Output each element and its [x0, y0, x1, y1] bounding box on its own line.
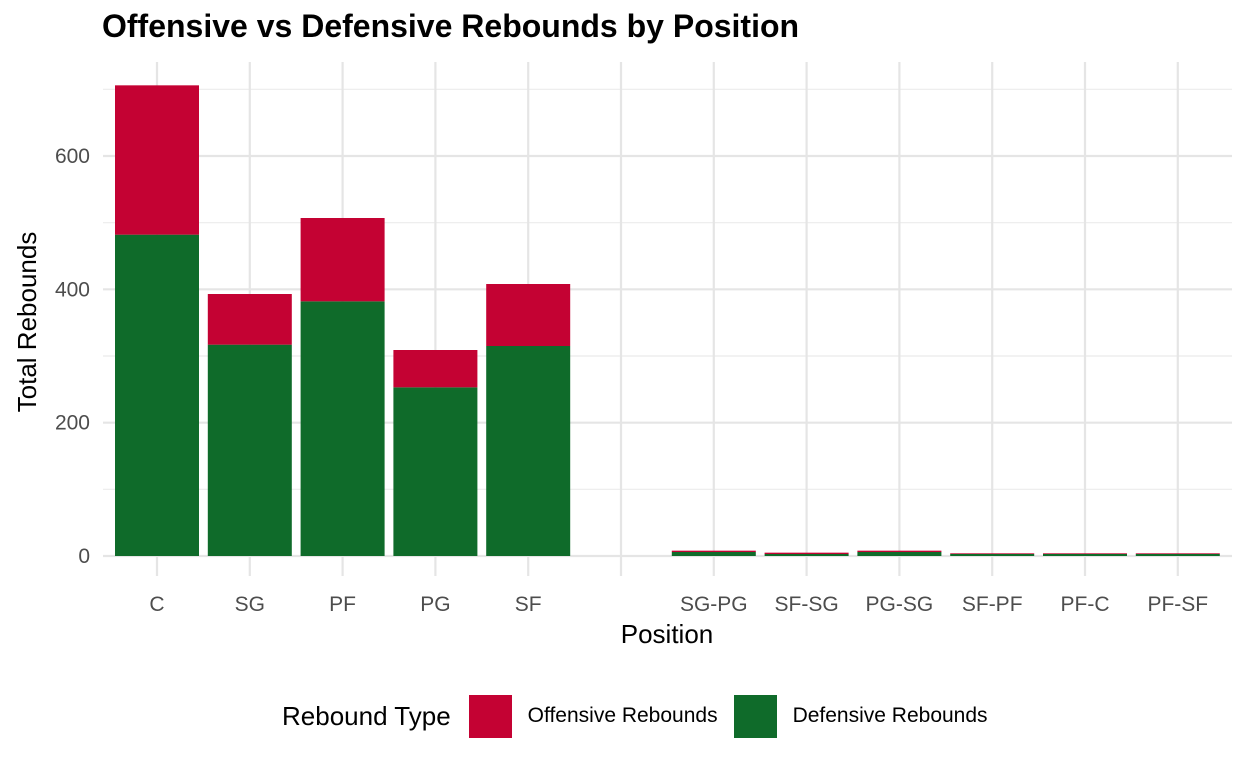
- legend-title: Rebound Type: [282, 700, 451, 731]
- bar-offensive: [1043, 553, 1127, 554]
- legend-key-defensive: [733, 694, 777, 738]
- legend-label-offensive: Offensive Rebounds: [527, 704, 718, 727]
- bar-offensive: [671, 550, 756, 552]
- bar-offensive: [300, 218, 385, 302]
- bar-offensive: [393, 350, 478, 388]
- bar-defensive: [1043, 554, 1127, 556]
- bar-offensive: [950, 553, 1035, 554]
- y-tick-label: 200: [55, 412, 90, 435]
- y-axis-ticks: 0 200 400 600: [55, 145, 90, 568]
- x-tick-label: PF-SF: [1147, 593, 1208, 616]
- bar-defensive: [300, 301, 385, 556]
- x-tick-label: SG-PG: [680, 593, 748, 616]
- x-axis-title: Position: [621, 619, 714, 649]
- bar-offensive: [1135, 553, 1220, 554]
- x-tick-label: SG: [235, 593, 265, 616]
- x-tick-label: PF-C: [1061, 593, 1110, 616]
- bars: [115, 85, 1220, 556]
- bar-defensive: [857, 552, 942, 556]
- bar-offensive: [207, 294, 292, 345]
- x-tick-label: SF-SG: [775, 593, 839, 616]
- bar-defensive: [1135, 554, 1220, 556]
- chart-title: Offensive vs Defensive Rebounds by Posit…: [102, 8, 800, 44]
- x-tick-label: C: [149, 593, 164, 616]
- legend-key-offensive: [468, 694, 512, 738]
- bar-offensive: [115, 85, 199, 235]
- x-tick-label: SF-PF: [962, 593, 1023, 616]
- bar-offensive: [486, 284, 571, 346]
- bar-defensive: [671, 552, 756, 556]
- bar-offensive: [857, 550, 942, 552]
- bar-defensive: [950, 554, 1035, 556]
- x-tick-label: SF: [515, 593, 542, 616]
- y-tick-label: 400: [55, 278, 90, 301]
- x-axis-ticks: C SG PF PG SF SG-PG SF-SG PG-SG SF-PF PF-C PF-SF: [149, 593, 1208, 616]
- bar-offensive: [764, 552, 849, 554]
- bar-defensive: [486, 346, 571, 556]
- y-tick-label: 600: [55, 145, 90, 168]
- bar-defensive: [207, 344, 292, 556]
- chart-plot: 0 200 400 600 C SG PF PG SF SG-PG SF-SG PG-SG SF-PF…: [12, 62, 1232, 649]
- y-axis-title: Total Rebounds: [12, 232, 42, 413]
- x-tick-label: PG-SG: [866, 593, 934, 616]
- bar-defensive: [115, 234, 199, 556]
- y-tick-label: 0: [78, 545, 90, 568]
- legend-label-defensive: Defensive Rebounds: [792, 704, 988, 727]
- legend: Rebound Type Offensive Rebounds Defensiv…: [282, 694, 1004, 738]
- x-tick-label: PF: [329, 593, 356, 616]
- bar-defensive: [764, 554, 849, 556]
- x-tick-label: PG: [420, 593, 450, 616]
- bar-defensive: [393, 387, 478, 556]
